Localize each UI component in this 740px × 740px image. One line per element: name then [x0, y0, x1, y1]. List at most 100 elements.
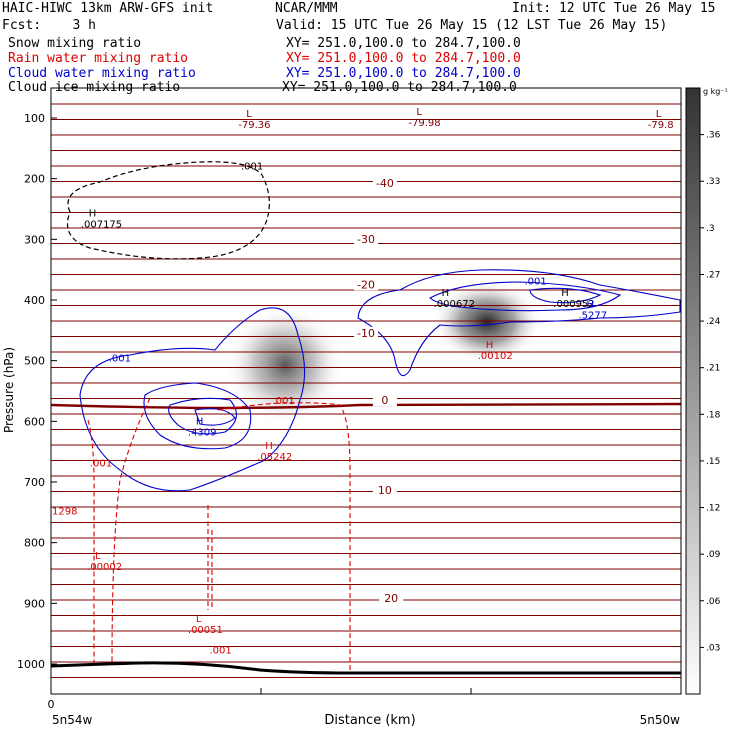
- extremum-value: .4309: [188, 427, 217, 438]
- y-tick-label: 500: [24, 355, 45, 368]
- y-axis-label: Pressure (hPa): [2, 347, 16, 433]
- isotherm-label-bg: [354, 278, 378, 291]
- y-tick-label: 700: [24, 476, 45, 489]
- colorbar-tick-label: .09: [706, 550, 721, 560]
- extremum-mark: H: [442, 288, 450, 299]
- isotherm-label-bg: [379, 591, 404, 604]
- y-tick-label: 1000: [17, 658, 45, 671]
- colorbar-tick-label: .24: [706, 317, 721, 327]
- cloudwater-contour-east-1: [429, 281, 622, 312]
- extremum-value: .00102: [478, 351, 513, 362]
- contour-label: 1298: [52, 507, 77, 518]
- init-time: Init: 12 UTC Tue 26 May 15: [512, 1, 716, 16]
- contour-label: .001: [90, 459, 112, 470]
- y-tick-label: 400: [24, 294, 45, 307]
- rain-contour-4: [207, 505, 213, 610]
- extremum-value: .00002: [87, 562, 122, 573]
- colorbar-tick-label: .06: [706, 597, 721, 607]
- rain-contour-1: [87, 419, 95, 665]
- x-axis-label: Distance (km): [324, 713, 415, 728]
- y-tick-label: 300: [24, 233, 45, 246]
- terrain-line: [50, 661, 681, 675]
- field-cloudwater-name: Cloud water mixing ratio: [8, 66, 196, 81]
- cloud-ice-shade-west: [225, 305, 345, 425]
- extremum-mark: L: [416, 107, 422, 118]
- colorbar-fill: [685, 87, 701, 695]
- isotherm-label-bg: [372, 394, 397, 407]
- extremum-mark: H: [89, 208, 97, 219]
- contour-label: .001: [241, 161, 263, 172]
- extremum-value: .007175: [81, 219, 122, 230]
- colorbar-tick-label: .33: [706, 177, 720, 187]
- cloudwater-contour-west-3: [194, 408, 236, 426]
- cloudwater-contour-west-1: [143, 382, 252, 450]
- extremum-value: .5277: [579, 310, 608, 321]
- plot-frame: [50, 87, 682, 695]
- colorbar-tick-label: .15: [706, 457, 720, 467]
- extremum-mark: L: [656, 109, 662, 120]
- contour-label: .001: [273, 396, 295, 407]
- x-axis: [50, 688, 682, 694]
- isotherms: [51, 103, 681, 678]
- isotherm-label: 10: [378, 484, 392, 497]
- isotherm-label: -20: [357, 278, 375, 291]
- extremum-mark: L: [196, 614, 202, 625]
- x-tick-label-zero: 0: [48, 698, 55, 711]
- field-cloudwater-xy: XY= 251.0,100.0 to 284.7,100.0: [286, 66, 521, 81]
- colorbar-tick-label: .03: [706, 643, 720, 653]
- isotherm-label: -30: [357, 233, 375, 246]
- extremum-value: -79.8: [648, 120, 674, 131]
- x-endpoint-right: 5n50w: [640, 713, 681, 727]
- isotherm-label: -40: [376, 177, 394, 190]
- colorbar-tick-label: .12: [706, 504, 720, 514]
- extremum-mark: H: [486, 340, 494, 351]
- extremum-value: .000952: [553, 299, 594, 310]
- colorbar-tick-label: .21: [706, 364, 720, 374]
- extremum-value: .00051: [188, 625, 223, 636]
- contour-label: .001: [525, 277, 547, 288]
- extremum-mark: L: [246, 109, 252, 120]
- y-tick-label: 100: [24, 112, 45, 125]
- cloud-ice-shading: [225, 280, 542, 425]
- y-axis: 100 200 300 400 500 600 700 800 900 1000: [17, 112, 57, 671]
- field-rain-name: Rain water mixing ratio: [8, 51, 189, 66]
- field-snow-xy: XY= 251.0,100.0 to 284.7,100.0: [286, 36, 521, 51]
- extremum-mark: H: [587, 299, 595, 310]
- freezing-level-line: [51, 402, 681, 410]
- extremum-mark: H: [561, 288, 569, 299]
- field-rain-xy: XY= 251.0,100.0 to 284.7,100.0: [286, 51, 521, 66]
- extremum-mark: H: [265, 441, 273, 452]
- cloudwater-contour-west-2: [168, 397, 237, 435]
- isotherm-label-bg: [372, 483, 397, 496]
- org-label: NCAR/MMM: [275, 1, 338, 16]
- isotherm-label-bg: [354, 232, 378, 245]
- cloudwater-contour-east-outer: [357, 269, 681, 377]
- forecast-hour: Fcst: 3 h: [2, 18, 96, 33]
- y-tick-label: 800: [24, 537, 45, 550]
- valid-time: Valid: 15 UTC Tue 26 May 15 (12 LST Tue …: [276, 18, 668, 33]
- isotherm-label: 20: [384, 592, 398, 605]
- rain-contour-2: [111, 397, 151, 666]
- colorbar: g kg⁻¹ .03 .06 .09 .12 .15 .18 .21 .24 .27 .3 .33.…: [685, 87, 728, 695]
- model-title: HAIC-HIWC 13km ARW-GFS init: [2, 1, 214, 16]
- extremum-value: .05242: [257, 452, 292, 463]
- isotherm-label: -10: [357, 327, 375, 340]
- x-endpoint-left: 5n54w: [52, 713, 93, 727]
- annotations: -40-30-20-1001020L-79.36L-79.98L-79.8H.0…: [52, 107, 674, 656]
- y-tick-label: 900: [24, 597, 45, 610]
- y-tick-label: 200: [24, 173, 45, 186]
- colorbar-tick-label: .3: [706, 224, 715, 234]
- contour-label: .001: [109, 354, 131, 365]
- mixing-ratio-contours: [66, 161, 681, 670]
- colorbar-unit: g kg⁻¹: [703, 87, 728, 96]
- rain-contour-3: [217, 402, 351, 670]
- colorbar-tick-label: .18: [706, 410, 721, 420]
- extremum-value: -79.98: [408, 118, 440, 129]
- isotherm-label: 0: [381, 394, 388, 407]
- cloudwater-contour-west-outer: [79, 307, 306, 492]
- extremum-mark: H: [196, 416, 204, 427]
- y-tick-label: 600: [24, 415, 45, 428]
- extremum-mark: L: [95, 551, 101, 562]
- snow-contour: [66, 161, 270, 260]
